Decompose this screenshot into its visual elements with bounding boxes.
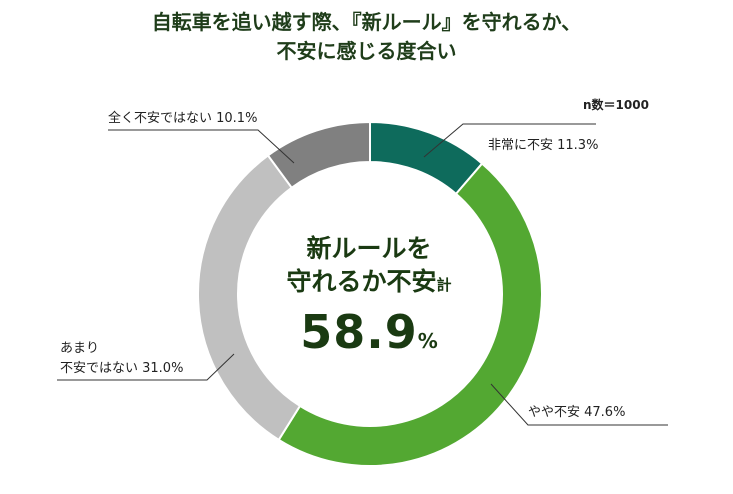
center-line2: 守れるか不安計 bbox=[230, 265, 508, 302]
center-value-wrap: 58.9% bbox=[230, 302, 508, 362]
chart-title-line1: 自転車を追い越す際、『新ルール』を守れるか、 bbox=[151, 10, 582, 34]
center-summary: 新ルールを 守れるか不安計 58.9% bbox=[230, 232, 508, 362]
label-not-very-anxious-2: 不安ではない 31.0% bbox=[60, 361, 184, 376]
center-line1: 新ルールを bbox=[306, 234, 432, 263]
leader-line-not-anxious bbox=[108, 129, 295, 164]
slice-somewhat-anxious bbox=[277, 162, 543, 467]
label-not-anxious: 全く不安ではない 10.1% bbox=[108, 111, 258, 126]
center-line2-suffix: 計 bbox=[436, 276, 452, 294]
leader-line-somewhat-anxious bbox=[490, 383, 668, 426]
leader-line-not-very-anxious bbox=[57, 353, 235, 381]
sample-size-label: n数＝1000 bbox=[583, 98, 649, 112]
center-value: 58.9 bbox=[300, 305, 418, 359]
label-very-anxious: 非常に不安 11.3% bbox=[488, 138, 599, 153]
center-unit: % bbox=[417, 329, 438, 353]
chart-title: 自転車を追い越す際、『新ルール』を守れるか、 不安に感じる度合い bbox=[0, 8, 733, 66]
label-not-very-anxious-1: あまり bbox=[60, 341, 100, 356]
center-line2-text: 守れるか不安 bbox=[286, 267, 437, 296]
leader-line-very-anxious bbox=[423, 123, 596, 158]
chart-title-line2: 不安に感じる度合い bbox=[276, 39, 457, 63]
slice-not-anxious bbox=[266, 120, 371, 190]
label-somewhat-anxious: やや不安 47.6% bbox=[528, 405, 626, 420]
